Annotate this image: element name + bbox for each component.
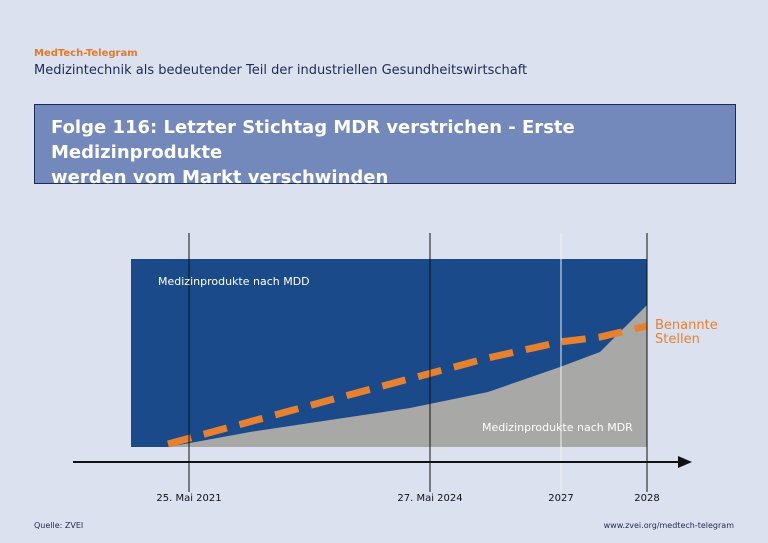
x-axis-arrow	[678, 456, 692, 468]
x-tick-label: 2027	[548, 493, 573, 504]
benannte-stellen-line	[167, 322, 648, 448]
mdr-area-label: Medizinprodukte nach MDR	[482, 421, 633, 434]
source-note: Quelle: ZVEI	[34, 521, 84, 530]
line-label-2: Stellen	[655, 332, 700, 347]
banner-title: Folge 116: Letzter Stichtag MDR verstric…	[51, 115, 721, 190]
x-tick-label: 2028	[634, 493, 659, 504]
banner-title-line-1: Folge 116: Letzter Stichtag MDR verstric…	[51, 117, 575, 163]
x-tick-label: 25. Mai 2021	[156, 493, 221, 504]
title-banner: Folge 116: Letzter Stichtag MDR verstric…	[34, 104, 736, 188]
page-subtitle: Medizintechnik als bedeutender Teil der …	[34, 63, 528, 78]
banner-title-line-2: werden vom Markt verschwinden	[51, 167, 389, 188]
mdr-area	[131, 305, 647, 447]
mdd-area-label: Medizinprodukte nach MDD	[158, 275, 310, 288]
line-label-1: Benannte	[655, 318, 718, 333]
x-tick-label: 27. Mai 2024	[397, 493, 462, 504]
website-link[interactable]: www.zvei.org/medtech-telegram	[603, 521, 734, 530]
brand-label: MedTech-Telegram	[34, 48, 138, 59]
